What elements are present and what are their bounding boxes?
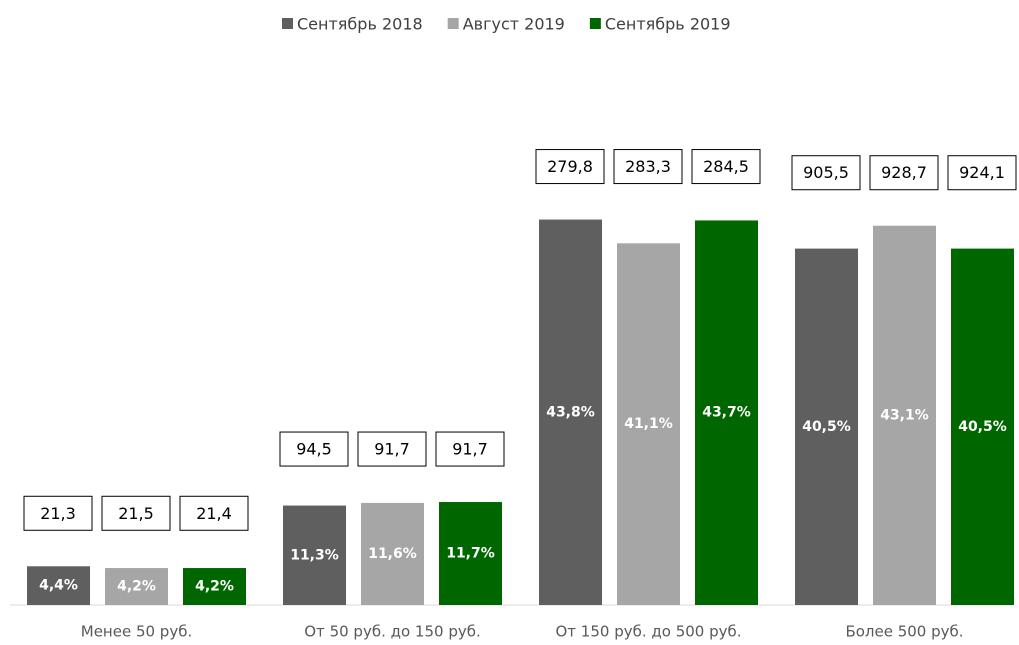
- amount-label: 21,5: [118, 504, 154, 523]
- legend-label: Сентябрь 2018: [297, 15, 423, 34]
- amount-box: [869, 155, 939, 191]
- amount-box: [179, 495, 249, 531]
- amount-box: [691, 149, 761, 185]
- amount-box: [947, 155, 1017, 191]
- bar-label: 43,8%: [546, 404, 595, 420]
- amount-box: [613, 149, 683, 185]
- amount-box: [435, 431, 505, 467]
- bar: [695, 220, 758, 605]
- legend-swatch: [447, 18, 459, 29]
- amount-label: 91,7: [374, 440, 410, 459]
- bar: [539, 219, 602, 605]
- bar-label: 4,2%: [195, 579, 234, 595]
- amount-label: 21,4: [196, 504, 232, 523]
- bar-label: 40,5%: [958, 419, 1007, 435]
- amount-box: [357, 431, 427, 467]
- bar: [873, 225, 936, 605]
- bar-label: 43,1%: [880, 407, 929, 423]
- bar: [27, 566, 90, 605]
- bar-label: 11,3%: [290, 547, 339, 563]
- bar: [183, 568, 246, 605]
- x-tick-label: От 150 руб. до 500 руб.: [555, 623, 741, 641]
- legend-swatch: [282, 18, 293, 29]
- amount-label: 21,3: [40, 504, 76, 523]
- x-tick-label: Более 500 руб.: [845, 623, 963, 641]
- amount-label: 928,7: [881, 163, 927, 182]
- bar: [617, 243, 680, 605]
- bar-label: 11,6%: [368, 546, 417, 562]
- amount-label: 283,3: [625, 157, 671, 176]
- x-tick-label: Менее 50 руб.: [81, 623, 192, 641]
- amount-box: [101, 495, 171, 531]
- bar-label: 4,4%: [39, 578, 78, 594]
- amount-label: 924,1: [959, 163, 1005, 182]
- bar: [105, 568, 168, 605]
- bar-label: 40,5%: [802, 419, 851, 435]
- legend-label: Август 2019: [463, 15, 565, 34]
- bar-label: 41,1%: [624, 416, 673, 432]
- x-tick-label: От 50 руб. до 150 руб.: [304, 623, 480, 641]
- amount-label: 91,7: [452, 440, 488, 459]
- amount-label: 284,5: [703, 157, 749, 176]
- bar: [361, 502, 424, 605]
- amount-label: 279,8: [547, 157, 593, 176]
- bar: [283, 505, 346, 605]
- amount-label: 94,5: [296, 440, 332, 459]
- bar: [795, 248, 858, 605]
- bar-label: 11,7%: [446, 546, 495, 562]
- amount-box: [535, 149, 605, 185]
- amount-label: 905,5: [803, 163, 849, 182]
- legend-label: Сентябрь 2019: [605, 15, 731, 34]
- bar: [951, 248, 1014, 605]
- amount-box: [791, 155, 861, 191]
- bar-label: 4,2%: [117, 579, 156, 595]
- bar-label: 43,7%: [702, 405, 751, 421]
- legend-swatch: [589, 18, 601, 29]
- bar: [439, 502, 502, 605]
- amount-box: [279, 431, 349, 467]
- amount-box: [23, 495, 93, 531]
